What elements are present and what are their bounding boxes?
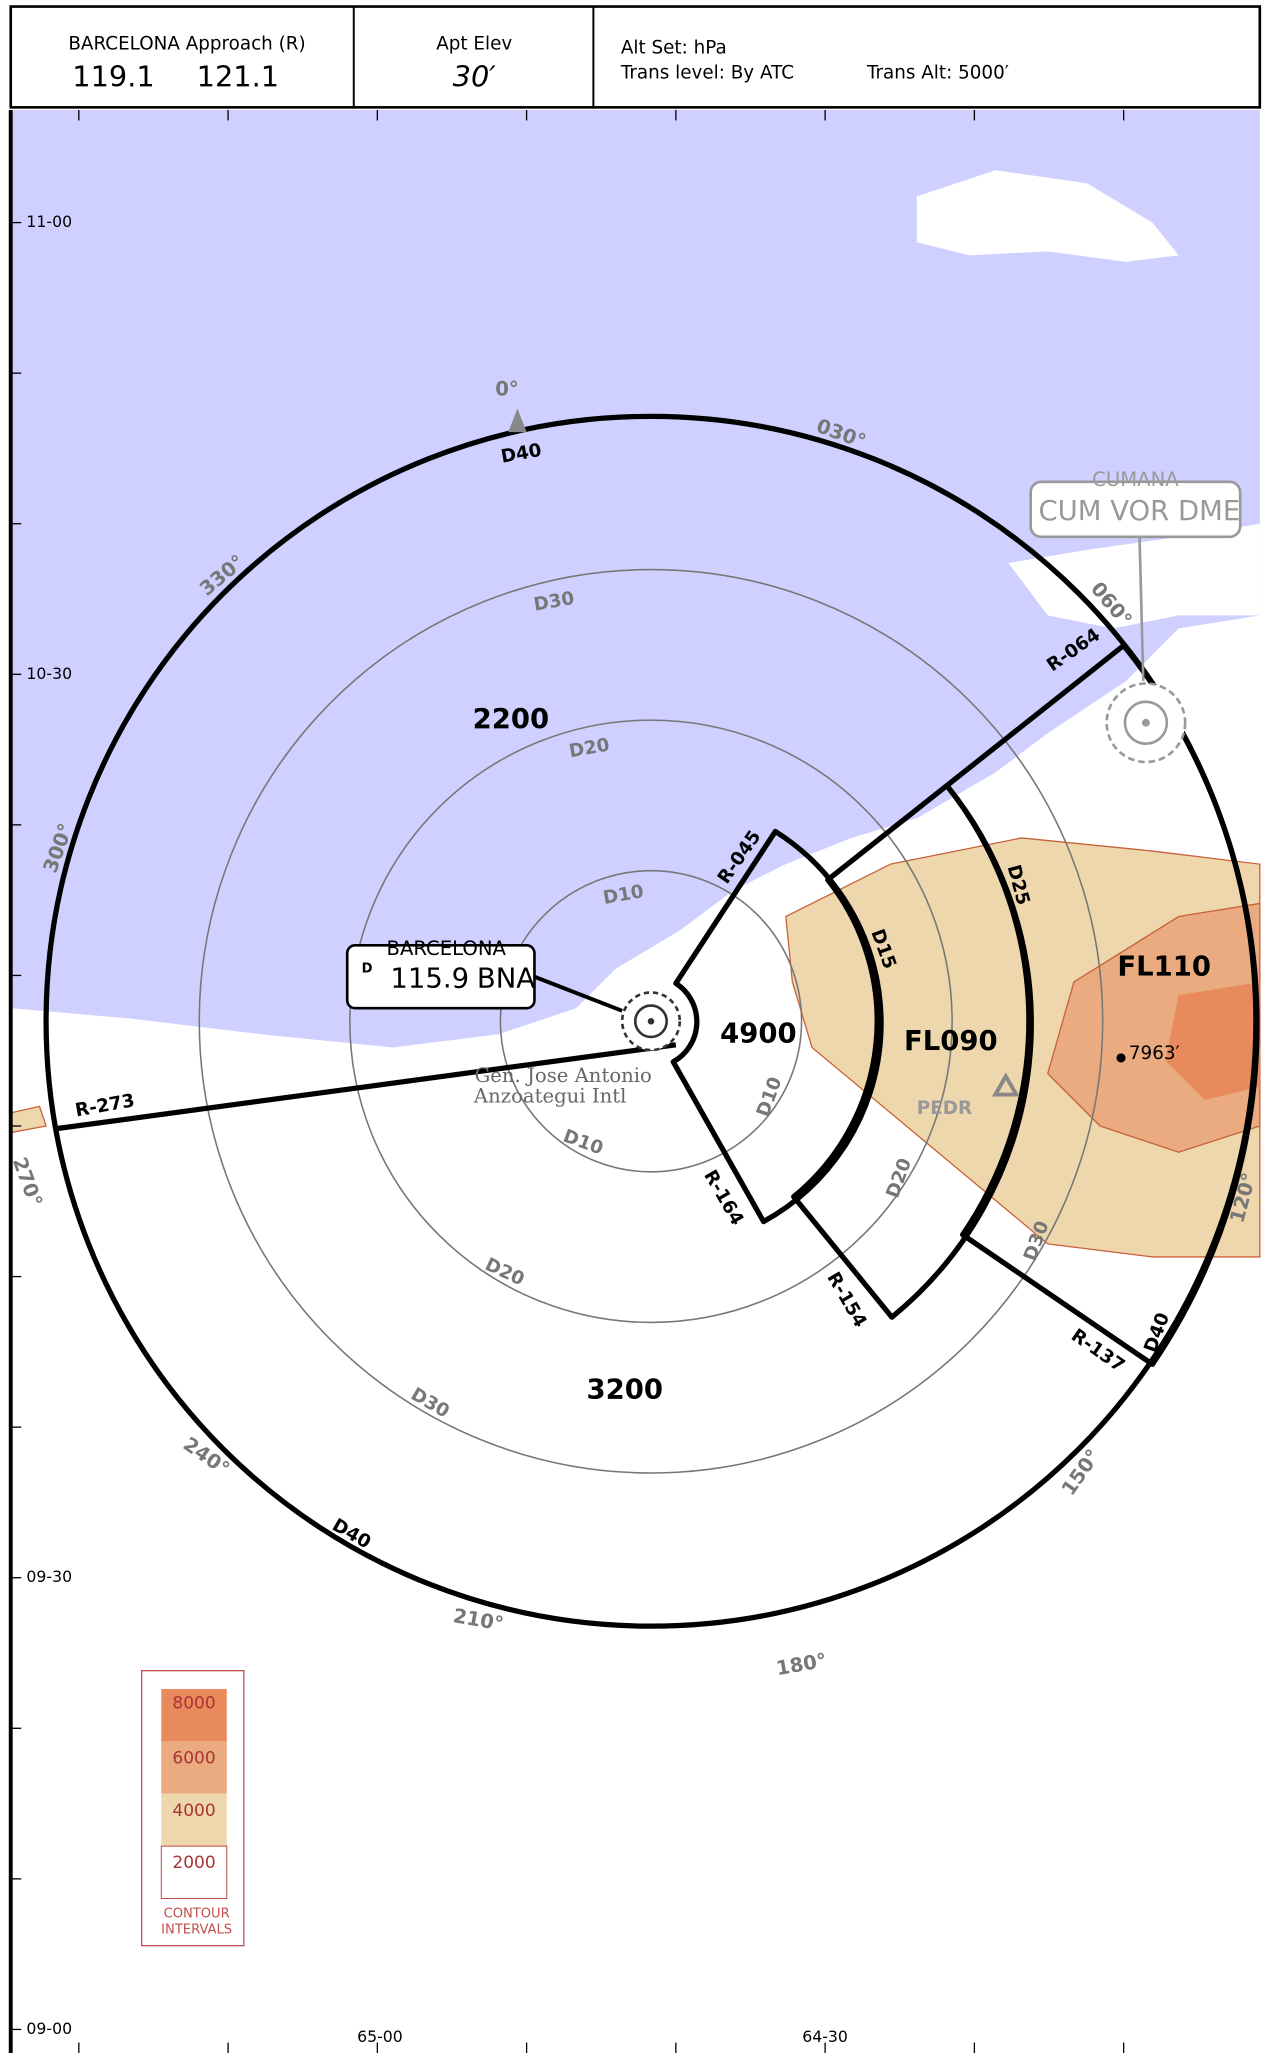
airport-name: Anzoategui Intl (473, 1085, 626, 1108)
trans-alt: Trans Alt: 5000′ (866, 62, 1009, 83)
cum-box (1029, 480, 1242, 539)
elevation-label: Apt Elev (436, 34, 512, 55)
latitude: 10-30 (26, 664, 72, 683)
ring-d30 (198, 568, 1104, 1474)
navaid-name: CUMANA (1092, 468, 1179, 491)
vor-bna (620, 991, 682, 1052)
north-arrow (508, 408, 527, 433)
spot-elevation: 7963′ (1129, 1043, 1180, 1064)
sector-altitude: FL090 (904, 1025, 998, 1057)
legend-interval: 8000 (172, 1693, 215, 1713)
latitude: 11-00 (26, 212, 72, 231)
sector-altitude: 3200 (587, 1373, 664, 1405)
frequency: 121.1 (197, 60, 279, 94)
sector-altitude: 2200 (473, 703, 550, 735)
sea (10, 109, 1260, 1048)
ring-d20 (349, 719, 953, 1324)
spot (1116, 1053, 1126, 1063)
sector-fl110 (944, 642, 1260, 1367)
place: PEDR (917, 1098, 972, 1119)
island (916, 170, 1179, 262)
legend-interval: 6000 (172, 1748, 215, 1768)
latitude: 09-00 (26, 2019, 72, 2038)
navaid-name: BARCELONA (387, 937, 507, 960)
legend-interval: 2000 (172, 1853, 215, 1873)
legend-interval: 4000 (172, 1801, 215, 1821)
header (9, 5, 1262, 109)
terrain-8000 (1165, 981, 1260, 1100)
elevation: 30′ (453, 60, 497, 94)
airport-name: Gen. Jose Antonio (475, 1064, 652, 1087)
navaid-ident: BNA (477, 962, 535, 994)
legend-title: CONTOUR (164, 1907, 230, 1922)
alt-set: Alt Set: hPa (621, 37, 727, 58)
peak-symbol (991, 1072, 1020, 1097)
longitude: 65-00 (357, 2027, 403, 2046)
bearing: 0° (495, 378, 518, 401)
peninsula (1008, 523, 1260, 629)
latitude: 09-30 (26, 1567, 72, 1586)
navaid-ident: CUM VOR DME (1038, 495, 1240, 527)
navaid-dme: D (362, 961, 373, 976)
ring-d10 (499, 869, 803, 1173)
vor-cum (1105, 530, 1187, 764)
frequency: 119.1 (72, 60, 154, 94)
radial-273-line (56, 1042, 677, 1132)
longitude: 64-30 (802, 2027, 848, 2046)
approach: BARCELONA Approach (R) (68, 34, 305, 55)
sector-altitude: 4900 (720, 1017, 797, 1049)
legend-title: INTERVALS (161, 1922, 232, 1937)
legend (141, 1670, 245, 1947)
sector-altitude: FL110 (1117, 951, 1211, 983)
bna-leader (533, 974, 623, 1013)
trans-level: Trans level: By ATC (620, 62, 794, 83)
navaid-frequency: 115.9 (390, 962, 469, 994)
